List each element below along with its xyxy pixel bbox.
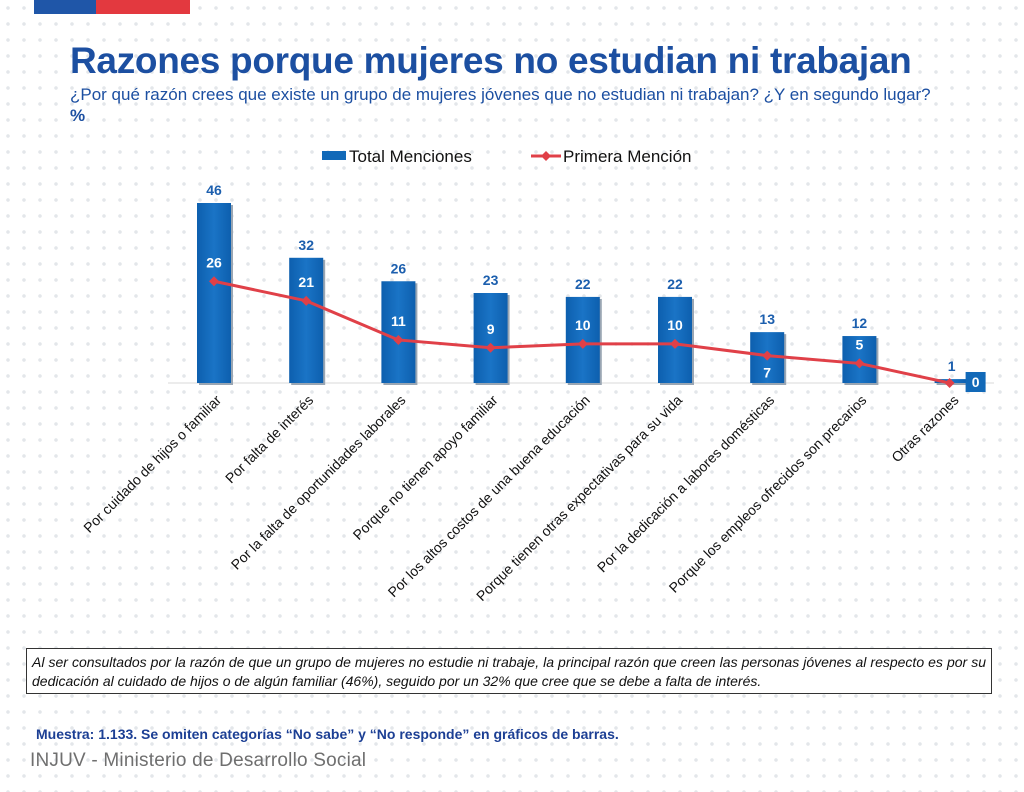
x-tick-label: Por los altos costos de una buena educac…: [385, 392, 593, 600]
bar-value-label: 32: [298, 237, 314, 253]
x-tick-label: Por cuidado de hijos o familiar: [80, 392, 224, 536]
subtitle-unit: %: [70, 106, 86, 125]
bar-total-menciones: [473, 293, 508, 383]
page-title: Razones porque mujeres no estudian ni tr…: [70, 40, 912, 81]
line-point-marker: [485, 342, 496, 353]
bar-value-label: 22: [667, 276, 683, 292]
x-tick-label: Por la dedicación a labores domésticas: [594, 392, 778, 576]
bar-line-chart: Total Menciones Primera Mención 46 32 26 23…: [80, 147, 994, 604]
bar-total-menciones: [197, 203, 231, 383]
line-point-marker: [854, 358, 865, 369]
x-tick-label: Porque tienen otras expectativas para su…: [473, 392, 685, 604]
brand-bar-red: [96, 0, 190, 14]
chart-legend: Total Menciones Primera Mención: [322, 147, 692, 166]
legend-bar-label: Total Menciones: [349, 147, 472, 166]
x-tick-label: Porque no tienen apoyo familiar: [350, 392, 501, 543]
bar-value-label: 12: [852, 315, 868, 331]
line-value-label: 10: [667, 317, 683, 333]
line-series-group: 26 21 11 9 10 10 7 5 0: [206, 254, 986, 392]
line-point-marker: [209, 276, 219, 287]
line-value-label: 7: [763, 365, 771, 381]
bar-total-menciones: [381, 281, 416, 383]
line-point-marker: [301, 295, 312, 306]
x-tick-label: Porque los empleos ofrecidos son precari…: [666, 392, 870, 596]
footer-organization: INJUV - Ministerio de Desarrollo Social: [30, 750, 367, 771]
line-value-label: 21: [298, 274, 314, 290]
line-point-marker: [670, 338, 680, 349]
brand-bar-blue: [34, 0, 96, 14]
bar-value-label: 23: [483, 272, 499, 288]
bar-value-label: 1: [948, 358, 956, 374]
line-value-label: 5: [856, 336, 864, 352]
bar-value-label: 26: [391, 260, 407, 276]
subtitle-question: ¿Por qué razón crees que existe un grupo…: [70, 85, 931, 104]
summary-note: Al ser consultados por la razón de que u…: [26, 648, 992, 694]
bar-value-label: 13: [759, 311, 775, 327]
bar-value-label: 22: [575, 276, 591, 292]
legend-line-label: Primera Mención: [563, 147, 692, 166]
x-tick-label: Otras razones: [888, 392, 961, 465]
x-tick-label: Por falta de interés: [222, 392, 316, 486]
line-value-label: 10: [575, 317, 591, 333]
line-value-label: 26: [206, 254, 222, 270]
line-point-marker: [393, 334, 404, 345]
bar-total-menciones: [289, 257, 324, 383]
line-value-label: 11: [391, 313, 406, 329]
sample-note: Muestra: 1.133. Se omiten categorías “No…: [36, 726, 619, 742]
legend-bar-swatch: [322, 151, 346, 160]
line-point-marker: [944, 378, 955, 388]
x-tick-label: Por la falta de oportunidades laborales: [228, 392, 409, 573]
line-point-marker: [577, 338, 588, 349]
line-value-label: 9: [487, 321, 495, 337]
legend-line-marker: [541, 151, 551, 161]
page-subtitle: ¿Por qué razón crees que existe un grupo…: [70, 84, 950, 126]
top-brand-bar: [34, 0, 190, 14]
line-point-marker: [762, 350, 773, 361]
line-value-label: 0: [972, 374, 980, 390]
line-value-label-box: [965, 372, 986, 392]
bar-value-label: 46: [206, 182, 222, 198]
